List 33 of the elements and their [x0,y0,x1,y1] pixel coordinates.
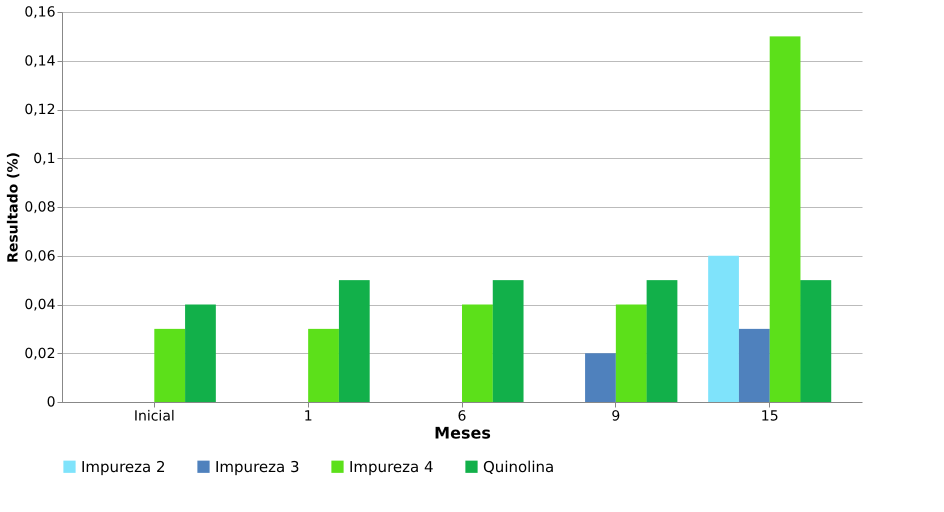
y-tick-label: 0,02 [24,346,56,362]
x-tick-label: 1 [304,408,313,424]
bar [185,304,216,402]
y-tick-label: 0,16 [24,4,56,20]
bar [800,280,832,402]
bar [492,280,524,402]
legend-label: Impureza 2 [81,458,166,476]
x-tick-label: 6 [458,408,467,424]
x-tick-label: 15 [760,408,779,424]
bar [770,36,800,402]
bar [462,304,493,402]
y-tick-label: 0,04 [24,297,56,313]
bar [338,280,370,402]
y-axis-title: Resultado (%) [5,152,22,263]
bar [738,328,770,402]
bar [616,304,647,402]
bar [708,256,739,402]
bar [646,280,678,402]
legend-label: Impureza 3 [215,458,300,476]
x-tick-label: Inicial [134,408,175,424]
x-axis-title: Meses [434,424,491,442]
y-tick-label: 0,08 [24,200,56,216]
bar [585,353,616,402]
y-tick-label: 0 [46,394,56,410]
x-tick-label: 9 [611,408,620,424]
bar [154,328,186,402]
y-tick-label: 0,1 [33,150,56,167]
y-tick-label: 0,12 [24,102,56,118]
y-tick-label: 0,14 [24,53,56,70]
legend-label: Impureza 4 [349,458,434,476]
bar [308,328,339,402]
legend-label: Quinolina [483,458,554,476]
y-tick-label: 0,06 [24,248,56,264]
